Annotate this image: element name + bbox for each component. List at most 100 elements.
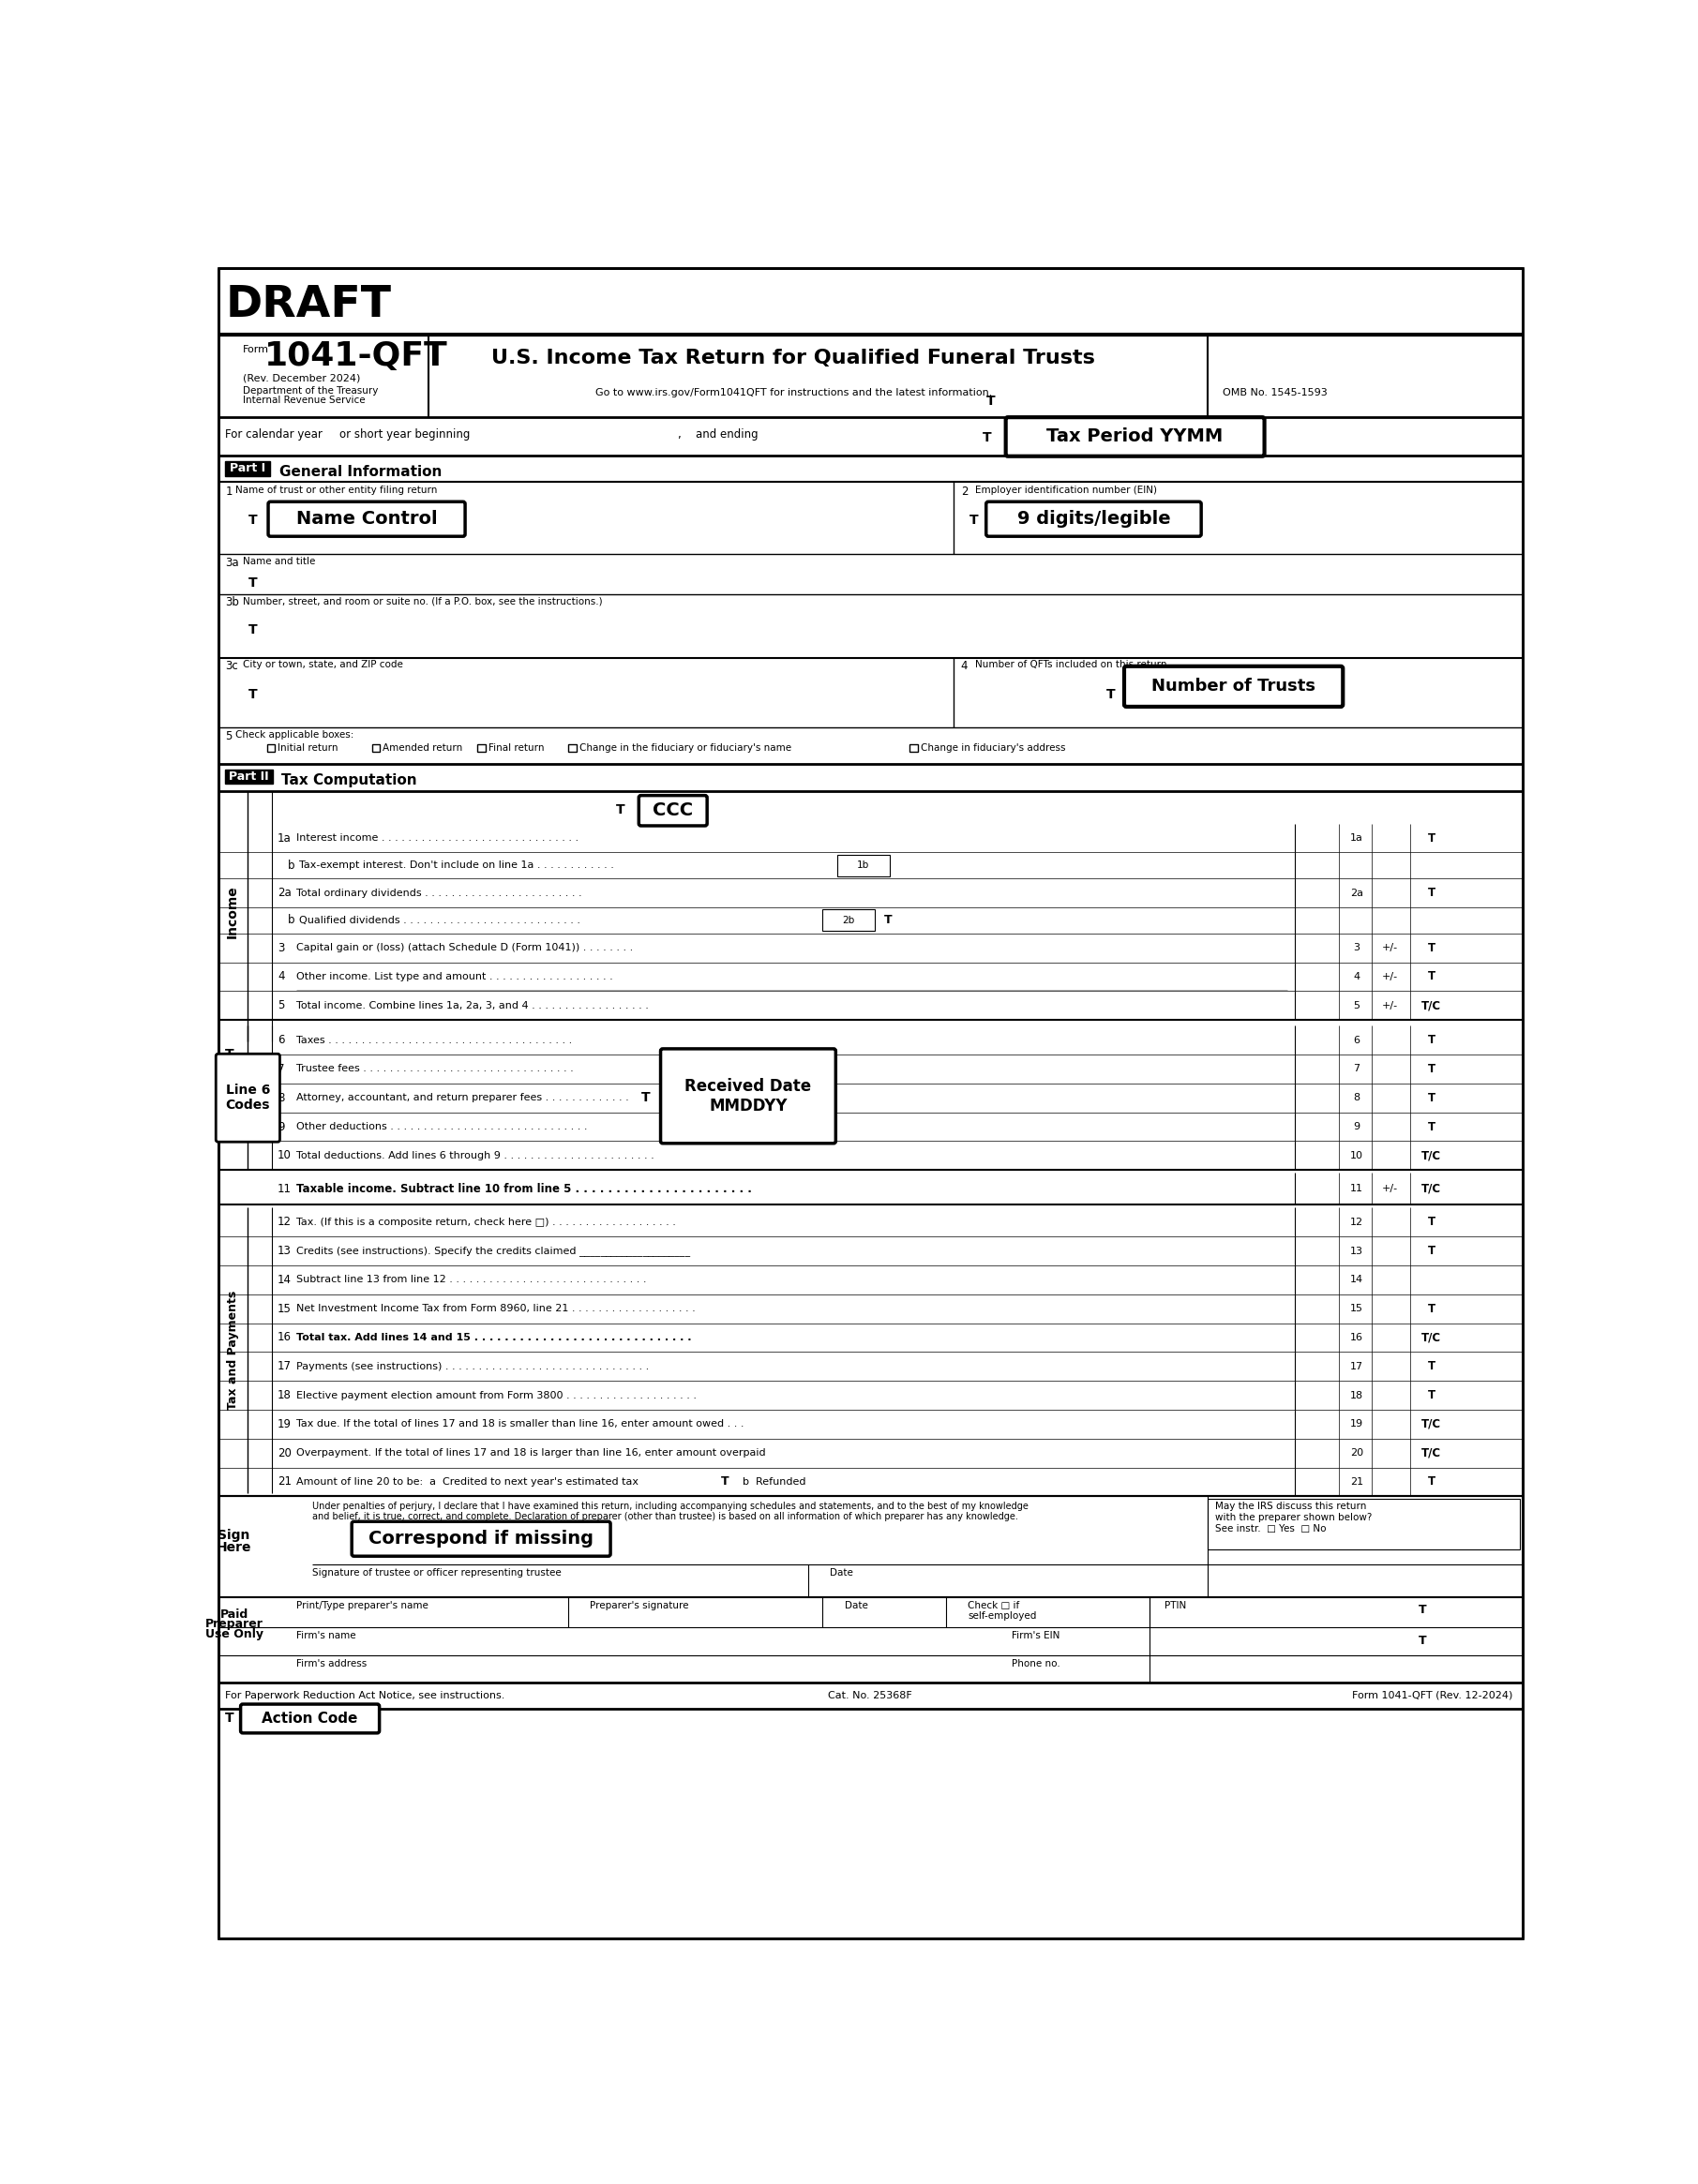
Text: Cat. No. 25368F: Cat. No. 25368F: [829, 1690, 912, 1699]
Text: Number of Trusts: Number of Trusts: [1151, 677, 1316, 695]
Text: Tax Computation: Tax Computation: [282, 773, 418, 786]
Text: Total deductions. Add lines 6 through 9 . . . . . . . . . . . . . . . . . . . . : Total deductions. Add lines 6 through 9 …: [295, 1151, 654, 1160]
Text: Part II: Part II: [229, 771, 268, 782]
Text: Total income. Combine lines 1a, 2a, 3, and 4 . . . . . . . . . . . . . . . . . .: Total income. Combine lines 1a, 2a, 3, a…: [295, 1000, 649, 1011]
Text: T: T: [1428, 1476, 1435, 1487]
FancyBboxPatch shape: [638, 795, 706, 826]
Text: Preparer: Preparer: [205, 1618, 263, 1631]
Text: T/C: T/C: [1421, 1149, 1442, 1162]
Text: 18: 18: [1350, 1391, 1363, 1400]
Text: 7: 7: [1353, 1064, 1360, 1075]
Text: For Paperwork Reduction Act Notice, see instructions.: For Paperwork Reduction Act Notice, see …: [226, 1690, 504, 1699]
Text: 12: 12: [278, 1216, 292, 1227]
Text: or short year beginning: or short year beginning: [340, 428, 470, 441]
Text: 8: 8: [278, 1092, 285, 1103]
Text: T: T: [640, 1092, 650, 1105]
Text: Form 1041-QFT (Rev. 12-2024): Form 1041-QFT (Rev. 12-2024): [1352, 1690, 1513, 1699]
Text: Go to www.irs.gov/Form1041QFT for instructions and the latest information.: Go to www.irs.gov/Form1041QFT for instru…: [594, 389, 992, 397]
Text: 2a: 2a: [278, 887, 292, 900]
Text: 1a: 1a: [278, 832, 292, 845]
Text: 20: 20: [278, 1446, 292, 1459]
Text: Received Date
MMDDYY: Received Date MMDDYY: [684, 1079, 812, 1114]
Text: Use Only: Use Only: [205, 1629, 263, 1640]
Text: Department of the Treasury: Department of the Treasury: [243, 387, 379, 395]
Text: Sign: Sign: [217, 1529, 250, 1542]
Text: T: T: [1428, 941, 1435, 954]
Text: Under penalties of perjury, I declare that I have examined this return, includin: Under penalties of perjury, I declare th…: [312, 1503, 1029, 1511]
Text: 1: 1: [226, 485, 233, 498]
Text: T: T: [1418, 1634, 1426, 1647]
Text: Initial return: Initial return: [278, 743, 338, 753]
Bar: [1207, 1498, 1520, 1548]
Text: 9: 9: [1353, 1123, 1360, 1131]
Text: T: T: [983, 430, 992, 443]
Text: 18: 18: [278, 1389, 292, 1402]
Text: Employer identification number (EIN): Employer identification number (EIN): [975, 485, 1156, 496]
Text: T/C: T/C: [1421, 1332, 1442, 1343]
Text: T: T: [248, 513, 258, 526]
Text: 15: 15: [278, 1302, 292, 1315]
Text: 19: 19: [1350, 1420, 1363, 1428]
Text: T: T: [1105, 688, 1116, 701]
Text: 3c: 3c: [226, 660, 238, 673]
Text: 21: 21: [278, 1476, 292, 1487]
Text: For calendar year: For calendar year: [226, 428, 323, 441]
Text: Amended return: Amended return: [384, 743, 464, 753]
Text: Total ordinary dividends . . . . . . . . . . . . . . . . . . . . . . . .: Total ordinary dividends . . . . . . . .…: [295, 889, 581, 898]
Text: Number, street, and room or suite no. (If a P.O. box, see the instructions.): Number, street, and room or suite no. (I…: [243, 596, 603, 605]
Text: T/C: T/C: [1421, 1417, 1442, 1431]
Text: Name and title: Name and title: [243, 557, 316, 566]
Text: 9 digits/legible: 9 digits/legible: [1017, 511, 1170, 529]
Text: 6: 6: [1353, 1035, 1360, 1044]
Text: Overpayment. If the total of lines 17 and 18 is larger than line 16, enter amoun: Overpayment. If the total of lines 17 an…: [295, 1448, 766, 1457]
Bar: [372, 745, 380, 751]
Text: Firm's name: Firm's name: [295, 1631, 355, 1640]
Text: Tax-exempt interest. Don't include on line 1a . . . . . . . . . . . .: Tax-exempt interest. Don't include on li…: [299, 860, 615, 869]
Text: 10: 10: [1350, 1151, 1363, 1160]
Text: Subtract line 13 from line 12 . . . . . . . . . . . . . . . . . . . . . . . . . : Subtract line 13 from line 12 . . . . . …: [295, 1275, 645, 1284]
Text: 4: 4: [961, 660, 968, 673]
Text: T: T: [1428, 1064, 1435, 1075]
Text: Attorney, accountant, and return preparer fees . . . . . . . . . . . . .: Attorney, accountant, and return prepare…: [295, 1094, 628, 1103]
Text: 2b: 2b: [842, 915, 856, 926]
Text: Signature of trustee or officer representing trustee: Signature of trustee or officer represen…: [312, 1568, 562, 1577]
Text: T: T: [1428, 1302, 1435, 1315]
Bar: [910, 745, 919, 751]
Text: DRAFT: DRAFT: [226, 284, 391, 325]
Text: Firm's EIN: Firm's EIN: [1012, 1631, 1060, 1640]
Text: 3b: 3b: [226, 596, 239, 609]
Text: +/-: +/-: [1382, 943, 1397, 952]
Text: 5: 5: [1353, 1000, 1360, 1011]
FancyBboxPatch shape: [351, 1522, 611, 1557]
Text: T: T: [1428, 1120, 1435, 1133]
Text: 16: 16: [1350, 1332, 1363, 1343]
Bar: [569, 745, 576, 751]
Text: T: T: [1428, 1033, 1435, 1046]
Text: Firm's address: Firm's address: [295, 1658, 367, 1669]
FancyBboxPatch shape: [987, 502, 1200, 537]
Text: Date: Date: [830, 1568, 852, 1577]
Text: b: b: [289, 915, 295, 926]
Text: Trustee fees . . . . . . . . . . . . . . . . . . . . . . . . . . . . . . . .: Trustee fees . . . . . . . . . . . . . .…: [295, 1064, 574, 1075]
Text: 21: 21: [1350, 1476, 1363, 1487]
Text: T: T: [987, 395, 995, 408]
Text: 3a: 3a: [226, 557, 239, 568]
Text: T: T: [970, 513, 978, 526]
Text: Line 6
Codes: Line 6 Codes: [226, 1083, 270, 1112]
Text: b  Refunded: b Refunded: [742, 1476, 807, 1487]
Text: Tax and Payments: Tax and Payments: [226, 1291, 239, 1411]
Text: 8: 8: [1353, 1094, 1360, 1103]
Text: 3: 3: [278, 941, 285, 954]
Text: Taxes . . . . . . . . . . . . . . . . . . . . . . . . . . . . . . . . . . . . .: Taxes . . . . . . . . . . . . . . . . . …: [295, 1035, 572, 1044]
Text: Name Control: Name Control: [295, 511, 438, 529]
Text: 13: 13: [278, 1245, 292, 1258]
Text: +/-: +/-: [1382, 1000, 1397, 1011]
Text: Action Code: Action Code: [261, 1712, 358, 1725]
Text: T: T: [1428, 887, 1435, 900]
Text: T: T: [1428, 1245, 1435, 1258]
Text: Tax due. If the total of lines 17 and 18 is smaller than line 16, enter amount o: Tax due. If the total of lines 17 and 18…: [295, 1420, 744, 1428]
Text: Net Investment Income Tax from Form 8960, line 21 . . . . . . . . . . . . . . . : Net Investment Income Tax from Form 8960…: [295, 1304, 694, 1313]
Text: 9: 9: [278, 1120, 285, 1133]
Text: 19: 19: [278, 1417, 292, 1431]
Text: +/-: +/-: [1382, 1184, 1397, 1192]
